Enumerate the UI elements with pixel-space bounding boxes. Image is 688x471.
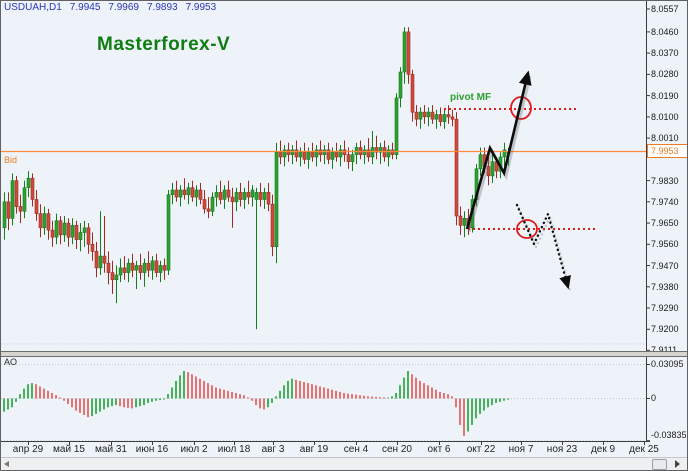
high-value: 7.9969 bbox=[108, 2, 139, 13]
date-tick-label: май 15 bbox=[53, 444, 85, 455]
price-tick-label: 8.0190 bbox=[651, 91, 679, 101]
candles-layer bbox=[2, 27, 511, 330]
price-tick-label: 8.0280 bbox=[651, 69, 679, 79]
price-tick-label: 8.0100 bbox=[651, 112, 679, 122]
date-tick-label: июл 2 bbox=[180, 444, 208, 455]
scroll-right-icon[interactable] bbox=[675, 460, 680, 468]
date-tick-label: ноя 7 bbox=[508, 444, 534, 455]
date-tick-label: сен 4 bbox=[343, 444, 369, 455]
price-tick-label: 7.9740 bbox=[651, 197, 679, 207]
ao-indicator-label: AO bbox=[4, 357, 18, 367]
price-tick-label: 7.9380 bbox=[651, 282, 679, 292]
scroll-left-icon[interactable] bbox=[4, 461, 9, 467]
date-tick-label: окт 6 bbox=[427, 444, 451, 455]
date-tick-label: июл 18 bbox=[217, 444, 251, 455]
date-tick-label: авг 19 bbox=[299, 444, 329, 455]
price-tick-label: 8.0460 bbox=[651, 27, 679, 37]
pane-separator[interactable] bbox=[1, 351, 687, 357]
open-value: 7.9945 bbox=[69, 2, 101, 13]
pivot-mf-label: pivot MF bbox=[450, 92, 492, 103]
date-tick-label: дек 25 bbox=[629, 444, 659, 455]
bid-price-badge: 7.9953 bbox=[647, 144, 687, 158]
price-tick-label: 7.9470 bbox=[651, 261, 679, 271]
date-tick-label: сен 20 bbox=[382, 444, 412, 455]
date-tick-label: авг 3 bbox=[261, 444, 285, 455]
date-tick-label: май 31 bbox=[95, 444, 127, 455]
ao-zero-label: 0 bbox=[651, 393, 657, 403]
price-tick-label: 7.9111 bbox=[651, 345, 678, 355]
ao-max-label: 0.03095 bbox=[651, 359, 684, 369]
date-tick-label: ноя 23 bbox=[546, 444, 578, 455]
symbol-timeframe: USDUAH,D1 bbox=[4, 2, 62, 13]
scrollbar-strip bbox=[1, 457, 687, 470]
price-tick-label: 7.9650 bbox=[651, 218, 679, 228]
bid-label: Bid bbox=[4, 155, 18, 165]
low-value: 7.9893 bbox=[146, 2, 178, 13]
price-tick-label: 8.0370 bbox=[651, 48, 679, 58]
close-value: 7.9953 bbox=[185, 2, 217, 13]
ao-min-label: -0.03835 bbox=[651, 430, 687, 440]
scrollbar-thumb[interactable] bbox=[652, 459, 667, 470]
price-tick-label: 7.9200 bbox=[651, 324, 679, 334]
date-tick-label: окт 22 bbox=[466, 444, 496, 455]
price-tick-label: 7.9560 bbox=[651, 239, 679, 249]
date-tick-label: апр 29 bbox=[12, 444, 44, 455]
ohlc-header: USDUAH,D1 7.9945 7.9969 7.9893 7.9953 bbox=[4, 2, 224, 13]
price-tick-label: 7.9830 bbox=[651, 176, 679, 186]
price-tick-label: 8.0010 bbox=[651, 133, 679, 143]
date-tick-label: дек 9 bbox=[590, 444, 616, 455]
price-tick-label: 8.0557 bbox=[651, 4, 679, 14]
date-tick-label: июн 16 bbox=[135, 444, 169, 455]
ao-layer bbox=[3, 371, 509, 436]
price-tick-label: 7.9290 bbox=[651, 303, 679, 313]
watermark: Masterforex-V bbox=[97, 34, 231, 55]
